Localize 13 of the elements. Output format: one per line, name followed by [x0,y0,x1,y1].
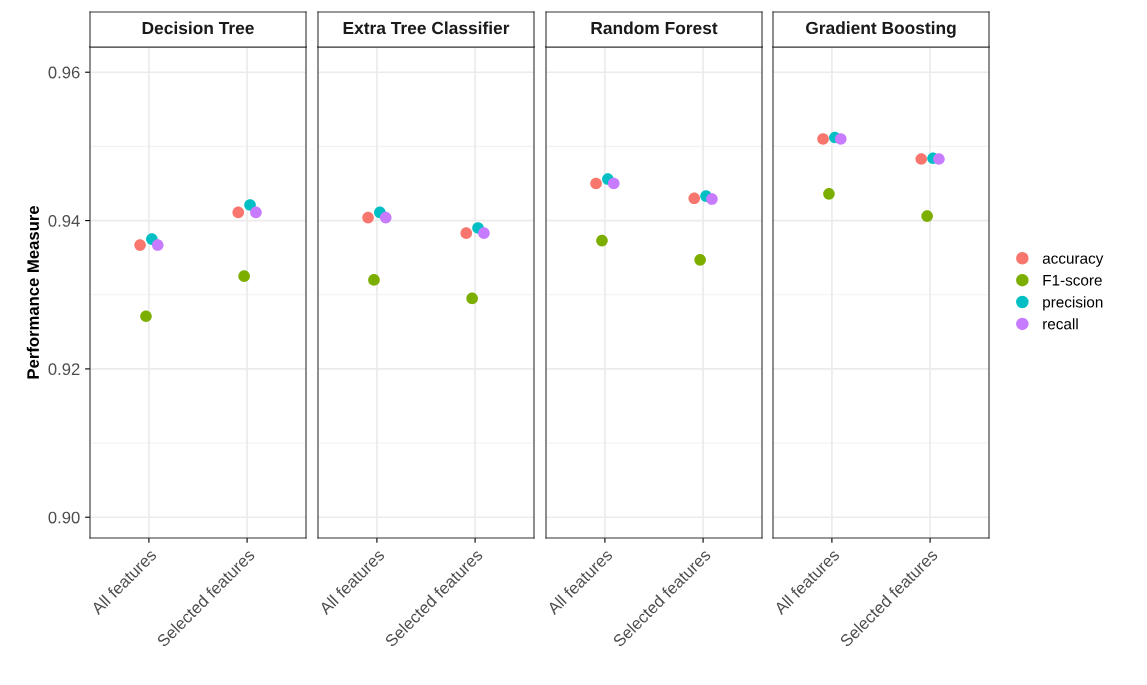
y-tick-label: 0.90 [48,511,80,524]
legend-label: F1-score [1043,275,1102,286]
chart-title: Extra Tree Classifier [343,21,510,35]
y-tick-label: 0.94 [48,214,80,227]
legend-label: accuracy [1042,255,1104,267]
y-tick-label: 0.96 [48,66,80,79]
chart-title: Random Forest [591,21,718,35]
y-tick-label: 0.92 [48,363,80,376]
chart-title: Gradient Boosting [806,21,956,38]
legend-label: precision [1043,296,1103,311]
legend-label: recall [1043,318,1078,330]
y-axis-title: Performance Measure [26,205,39,379]
chart-title: Decision Tree [142,21,254,35]
